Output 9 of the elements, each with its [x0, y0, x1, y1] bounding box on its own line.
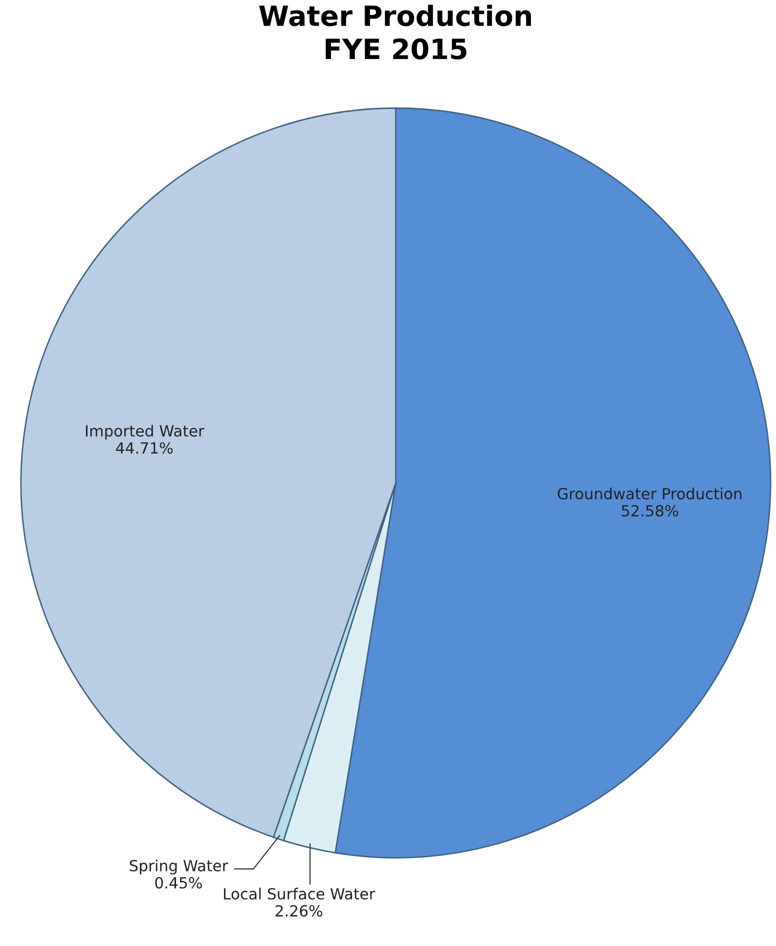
chart-title: Water Production FYE 2015 [259, 4, 531, 60]
data-label: 0.45% [155, 876, 202, 889]
data-label: 44.71% [116, 442, 173, 454]
slice-label: Local Surface Water [224, 888, 376, 900]
data-label: 2.26% [276, 905, 322, 917]
slice-label: Imported Water [86, 424, 204, 440]
data-label: 52.58% [622, 505, 678, 517]
slice-label: Spring Water [130, 860, 228, 874]
slice-label: Groundwater Production [558, 488, 742, 500]
